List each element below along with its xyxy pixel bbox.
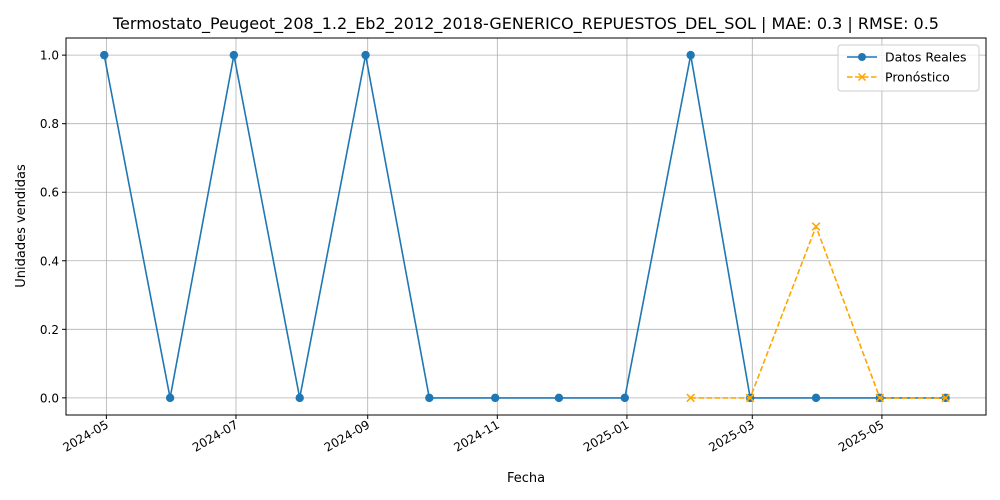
- x-tick-label: 2024-09: [322, 417, 372, 454]
- data-point: [425, 393, 434, 403]
- x-axis-label: Fecha: [507, 471, 545, 486]
- chart-title: Termostato_Peugeot_208_1.2_Eb2_2012_2018…: [112, 14, 939, 34]
- data-point: [100, 50, 109, 60]
- forecast-point: [811, 222, 821, 231]
- y-tick-label: 0.0: [40, 391, 59, 405]
- data-point: [165, 393, 175, 403]
- forecast-point: [875, 393, 885, 403]
- legend-marker-actual: [858, 53, 866, 61]
- x-tick-label: 2025-01: [581, 417, 631, 454]
- series-line-0: [103, 54, 946, 399]
- data-point: [361, 50, 370, 60]
- y-tick-label: 1.0: [40, 49, 59, 63]
- y-tick-label: 0.6: [40, 186, 59, 200]
- legend-label-forecast: Pronóstico: [885, 70, 950, 85]
- x-tick-label: 2025-03: [706, 417, 756, 454]
- y-tick-label: 0.8: [40, 117, 59, 131]
- data-point: [686, 50, 695, 60]
- forecast-point: [941, 393, 950, 403]
- data-point: [554, 393, 564, 403]
- legend-label-actual: Datos Reales: [885, 50, 966, 65]
- y-tick-label: 0.4: [40, 254, 59, 268]
- y-axis-label: Unidades vendidas: [14, 164, 29, 288]
- plot-frame: [65, 37, 987, 416]
- legend: Datos Reales Pronóstico: [837, 44, 980, 92]
- data-point: [620, 393, 629, 403]
- x-tick-label: 2024-11: [451, 417, 501, 454]
- data-point: [490, 393, 500, 403]
- grid: [66, 38, 986, 415]
- data-point: [229, 50, 239, 60]
- x-tick-label: 2024-05: [60, 417, 110, 454]
- forecast-point: [686, 393, 695, 403]
- y-axis-ticks: 0.0 0.2 0.4 0.6 0.8 1.0: [40, 49, 66, 405]
- forecast-point: [745, 393, 755, 403]
- series-layer: [100, 50, 950, 403]
- x-tick-label: 2024-07: [190, 417, 240, 454]
- data-point: [811, 393, 821, 403]
- legend-marker-forecast: [857, 72, 867, 82]
- series-line-1: [690, 225, 946, 399]
- y-tick-label: 0.2: [40, 323, 59, 337]
- x-axis-ticks: 2024-05 2024-07 2024-09 2024-11 2025-01 2025-…: [60, 415, 886, 455]
- x-tick-label: 2025-05: [836, 417, 886, 454]
- data-point: [295, 393, 304, 403]
